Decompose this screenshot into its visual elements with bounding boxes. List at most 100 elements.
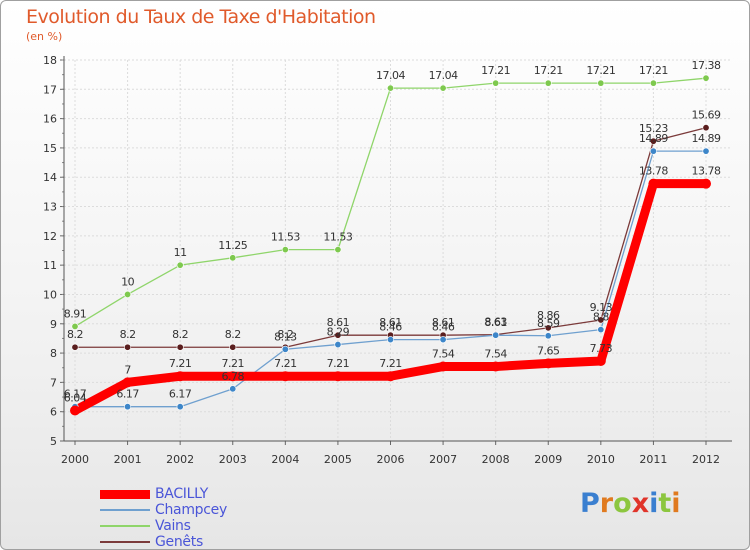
data-label-vains: 17.21 xyxy=(639,64,668,77)
data-label-bacilly: 7.21 xyxy=(169,357,192,370)
data-point-champcey xyxy=(439,336,447,344)
data-label-vains: 8.91 xyxy=(64,307,87,320)
data-label-vains: 17.21 xyxy=(481,64,510,77)
y-tick-label: 9 xyxy=(50,318,57,331)
x-tick-label: 2007 xyxy=(429,453,457,466)
legend-swatch xyxy=(100,525,150,527)
data-point-champcey xyxy=(702,147,710,155)
data-point-vains xyxy=(492,79,500,87)
data-point-gen-ts xyxy=(71,343,79,351)
y-tick-label: 13 xyxy=(43,201,57,214)
data-point-bacilly xyxy=(543,358,554,369)
y-tick-label: 11 xyxy=(43,259,57,272)
data-label-champcey: 8.61 xyxy=(484,316,507,329)
y-tick-label: 8 xyxy=(50,347,57,360)
logo-letter: i xyxy=(649,488,659,519)
y-tick-label: 16 xyxy=(43,113,57,126)
data-point-vains xyxy=(439,84,447,92)
data-point-gen-ts xyxy=(597,316,605,324)
legend-swatch xyxy=(100,489,150,499)
y-tick-label: 12 xyxy=(43,230,57,243)
x-tick-label: 2003 xyxy=(219,453,247,466)
data-point-gen-ts xyxy=(649,137,657,145)
chart-title: Evolution du Taux de Taxe d'Habitation xyxy=(26,6,376,28)
y-tick-label: 15 xyxy=(43,142,57,155)
legend-swatch xyxy=(100,541,150,543)
data-point-bacilly xyxy=(385,371,396,382)
logo-letter: x xyxy=(631,488,650,519)
legend-label: Genêts xyxy=(155,534,203,550)
data-label-gen-ts: 8.2 xyxy=(277,328,293,341)
data-point-bacilly xyxy=(595,355,606,366)
data-point-vains xyxy=(71,322,79,330)
data-point-gen-ts xyxy=(229,343,237,351)
data-point-champcey xyxy=(649,147,657,155)
data-point-vains xyxy=(281,246,289,254)
proxiti-logo: Proxiti xyxy=(580,488,681,519)
data-point-bacilly xyxy=(490,361,501,372)
y-tick-label: 18 xyxy=(43,54,57,67)
x-tick-label: 2000 xyxy=(61,453,89,466)
data-label-champcey: 8.46 xyxy=(379,321,402,334)
y-tick-label: 14 xyxy=(43,171,57,184)
data-label-champcey: 8.13 xyxy=(274,330,297,343)
data-label-bacilly: 7.21 xyxy=(379,357,402,370)
data-label-gen-ts: 8.2 xyxy=(67,328,83,341)
data-label-bacilly: 7.54 xyxy=(484,348,507,361)
data-label-champcey: 6.17 xyxy=(169,388,192,401)
data-label-bacilly: 7.21 xyxy=(222,357,245,370)
legend-label: Champcey xyxy=(155,502,227,518)
data-point-bacilly xyxy=(280,371,291,382)
x-tick-label: 2012 xyxy=(692,453,720,466)
data-point-bacilly xyxy=(701,178,711,189)
data-point-vains xyxy=(544,79,552,87)
data-point-bacilly xyxy=(438,361,449,372)
data-label-champcey: 6.78 xyxy=(222,370,245,383)
data-label-bacilly: 7.21 xyxy=(274,357,297,370)
data-label-bacilly: 6.04 xyxy=(64,392,87,405)
data-point-bacilly xyxy=(648,178,659,189)
data-label-vains: 17.04 xyxy=(376,69,405,82)
data-label-gen-ts: 8.2 xyxy=(120,328,136,341)
x-tick-label: 2004 xyxy=(271,453,299,466)
data-label-gen-ts: 8.61 xyxy=(379,316,402,329)
data-point-bacilly xyxy=(70,405,80,416)
data-point-vains xyxy=(597,79,605,87)
x-tick-label: 2009 xyxy=(534,453,562,466)
data-label-gen-ts: 9.13 xyxy=(590,301,613,314)
data-label-champcey: 8.59 xyxy=(537,317,560,330)
data-point-bacilly xyxy=(227,371,238,382)
data-label-vains: 10 xyxy=(121,275,134,288)
data-point-champcey xyxy=(386,336,394,344)
data-point-gen-ts xyxy=(124,343,132,351)
data-point-champcey xyxy=(492,331,500,339)
data-label-bacilly: 13.78 xyxy=(692,165,721,178)
data-label-gen-ts: 8.2 xyxy=(172,328,188,341)
data-point-vains xyxy=(124,290,132,298)
data-label-bacilly: 7.65 xyxy=(537,344,560,357)
logo-letter: t xyxy=(658,488,672,519)
data-label-gen-ts: 8.2 xyxy=(225,328,241,341)
data-point-vains xyxy=(334,246,342,254)
data-label-champcey: 8.29 xyxy=(327,326,350,339)
x-tick-label: 2002 xyxy=(166,453,194,466)
x-tick-label: 2006 xyxy=(377,453,405,466)
logo-letter: o xyxy=(613,488,632,519)
data-point-vains xyxy=(649,79,657,87)
data-label-bacilly: 13.78 xyxy=(639,165,668,178)
data-point-champcey xyxy=(334,341,342,349)
data-point-gen-ts xyxy=(702,124,710,132)
data-label-gen-ts: 15.69 xyxy=(692,109,721,122)
data-label-bacilly: 7 xyxy=(124,363,131,376)
data-label-bacilly: 7.54 xyxy=(432,348,455,361)
data-point-gen-ts xyxy=(334,331,342,339)
data-label-vains: 11 xyxy=(174,246,187,259)
data-point-vains xyxy=(386,84,394,92)
y-tick-label: 6 xyxy=(50,406,57,419)
data-point-gen-ts xyxy=(176,343,184,351)
logo-letter: P xyxy=(580,488,600,519)
data-point-champcey xyxy=(597,326,605,334)
data-label-vains: 17.04 xyxy=(429,69,458,82)
data-point-champcey xyxy=(124,403,132,411)
